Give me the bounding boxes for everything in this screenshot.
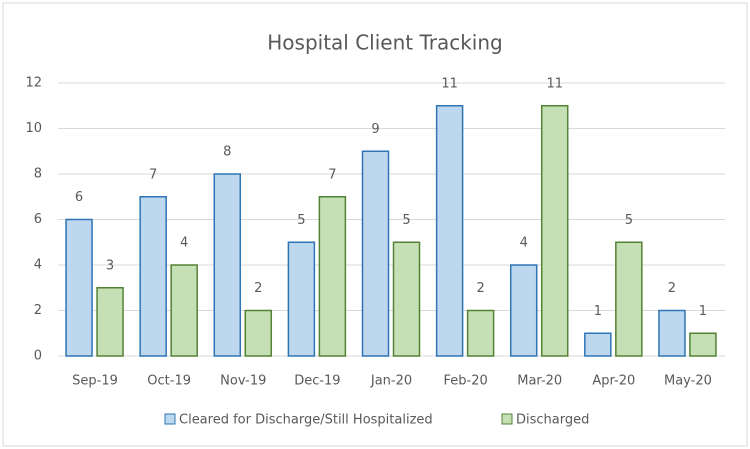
- data-label: 8: [223, 145, 231, 160]
- bar: [244, 309, 273, 357]
- bar: [509, 264, 538, 357]
- data-label: 9: [371, 122, 379, 137]
- x-tick-label: Nov-19: [220, 374, 266, 389]
- x-tick-label: Apr-20: [592, 374, 635, 389]
- bar: [65, 218, 93, 357]
- chart-title: Hospital Client Tracking: [267, 31, 502, 55]
- bar: [139, 196, 167, 357]
- bar: [540, 105, 569, 357]
- legend-label: Cleared for Discharge/Still Hospitalized: [179, 413, 433, 428]
- bar: [96, 287, 124, 357]
- bar: [318, 196, 347, 357]
- bar: [170, 264, 198, 357]
- bar: [689, 332, 717, 357]
- bar: [392, 241, 421, 357]
- x-tick-label: Dec-19: [294, 374, 340, 389]
- data-label: 4: [520, 236, 528, 251]
- bar: [213, 173, 242, 357]
- legend-swatch: [501, 413, 513, 425]
- data-label: 6: [75, 190, 83, 205]
- data-label: 1: [699, 304, 707, 319]
- data-label: 3: [106, 258, 114, 273]
- y-tick-label: 6: [34, 212, 42, 227]
- x-tick-label: May-20: [664, 374, 712, 389]
- y-tick-label: 12: [25, 76, 42, 91]
- data-label: 11: [441, 76, 458, 91]
- data-label: 5: [402, 213, 410, 228]
- data-label: 5: [625, 213, 633, 228]
- y-tick-label: 0: [34, 349, 42, 364]
- bar: [615, 241, 643, 357]
- data-label: 2: [254, 281, 262, 296]
- x-tick-label: Oct-19: [147, 374, 191, 389]
- bar: [287, 241, 316, 357]
- data-label: 4: [180, 236, 188, 251]
- y-tick-label: 4: [34, 258, 42, 273]
- data-label: 11: [546, 76, 563, 91]
- bar: [584, 332, 612, 357]
- bar: [658, 309, 686, 357]
- x-tick-label: Feb-20: [443, 374, 487, 389]
- x-tick-label: Jan-20: [370, 374, 412, 389]
- data-label: 1: [594, 304, 602, 319]
- x-tick-label: Mar-20: [517, 374, 562, 389]
- data-label: 2: [668, 281, 676, 296]
- legend-label: Discharged: [516, 413, 589, 428]
- bar: [435, 105, 464, 357]
- legend-swatch: [164, 413, 176, 425]
- y-tick-label: 10: [25, 121, 42, 136]
- y-tick-label: 2: [34, 303, 42, 318]
- data-label: 5: [297, 213, 305, 228]
- y-tick-label: 8: [34, 167, 42, 182]
- data-label: 7: [149, 167, 157, 182]
- bar: [466, 309, 495, 357]
- bar: [361, 150, 390, 357]
- data-label: 2: [476, 281, 484, 296]
- data-label: 7: [328, 167, 336, 182]
- x-tick-label: Sep-19: [72, 374, 118, 389]
